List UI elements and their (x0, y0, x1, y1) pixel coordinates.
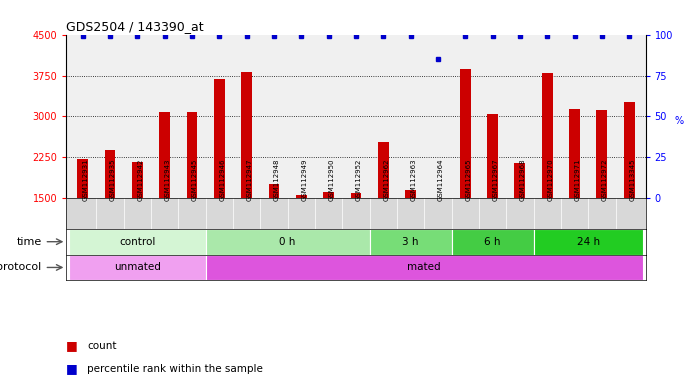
Bar (132, 162, 143, 280)
Bar (323, 192, 334, 280)
Bar (460, 69, 470, 280)
Bar (242, 72, 252, 280)
Y-axis label: %: % (674, 116, 683, 126)
Text: GSM112963: GSM112963 (410, 158, 417, 201)
Text: GSM112968: GSM112968 (520, 158, 526, 201)
Text: GSM112970: GSM112970 (547, 158, 554, 201)
Bar (405, 190, 416, 280)
Bar (269, 184, 279, 280)
Bar (77, 159, 88, 280)
Text: GSM113345: GSM113345 (630, 158, 635, 201)
Bar (542, 73, 553, 280)
Bar (433, 199, 443, 280)
Bar (487, 114, 498, 280)
Text: GDS2504 / 143390_at: GDS2504 / 143390_at (66, 20, 204, 33)
Text: GSM112935: GSM112935 (110, 158, 116, 201)
Text: GSM112967: GSM112967 (493, 158, 498, 201)
Bar (452, 229, 533, 255)
Bar (159, 112, 170, 280)
Text: GSM112947: GSM112947 (246, 158, 253, 201)
Bar (105, 150, 115, 280)
Text: GSM112949: GSM112949 (302, 158, 307, 201)
Text: unmated: unmated (114, 262, 161, 272)
Text: protocol: protocol (0, 262, 42, 272)
Bar (370, 229, 452, 255)
Bar (206, 255, 643, 280)
Text: ■: ■ (66, 339, 78, 352)
Text: GSM112948: GSM112948 (274, 158, 280, 201)
Text: 3 h: 3 h (402, 237, 419, 247)
Bar (69, 255, 206, 280)
Bar (350, 193, 362, 280)
Text: GSM112964: GSM112964 (438, 158, 444, 201)
Bar (624, 102, 634, 280)
Text: GSM112943: GSM112943 (165, 158, 171, 201)
Text: GSM112965: GSM112965 (466, 158, 471, 201)
Text: 24 h: 24 h (577, 237, 600, 247)
Text: GSM112972: GSM112972 (602, 158, 608, 201)
Bar (514, 164, 526, 280)
Bar (214, 79, 225, 280)
Text: time: time (17, 237, 42, 247)
Text: GSM112946: GSM112946 (219, 158, 225, 201)
Text: percentile rank within the sample: percentile rank within the sample (87, 364, 263, 374)
Text: control: control (119, 237, 156, 247)
Bar (69, 229, 206, 255)
Text: GSM112945: GSM112945 (192, 159, 198, 201)
Bar (296, 195, 307, 280)
Bar (206, 229, 370, 255)
Text: ■: ■ (66, 362, 78, 375)
Text: count: count (87, 341, 117, 351)
Bar (378, 142, 389, 280)
Bar (533, 229, 643, 255)
Text: GSM112942: GSM112942 (138, 159, 143, 201)
Text: 0 h: 0 h (279, 237, 296, 247)
Bar (569, 109, 580, 280)
Text: mated: mated (408, 262, 441, 272)
Bar (186, 112, 198, 280)
Text: GSM112931: GSM112931 (82, 158, 89, 201)
Text: GSM112952: GSM112952 (356, 159, 362, 201)
Text: GSM112950: GSM112950 (329, 158, 334, 201)
Bar (597, 110, 607, 280)
Text: GSM112962: GSM112962 (383, 158, 389, 201)
Text: 6 h: 6 h (484, 237, 501, 247)
Text: GSM112971: GSM112971 (574, 158, 581, 201)
